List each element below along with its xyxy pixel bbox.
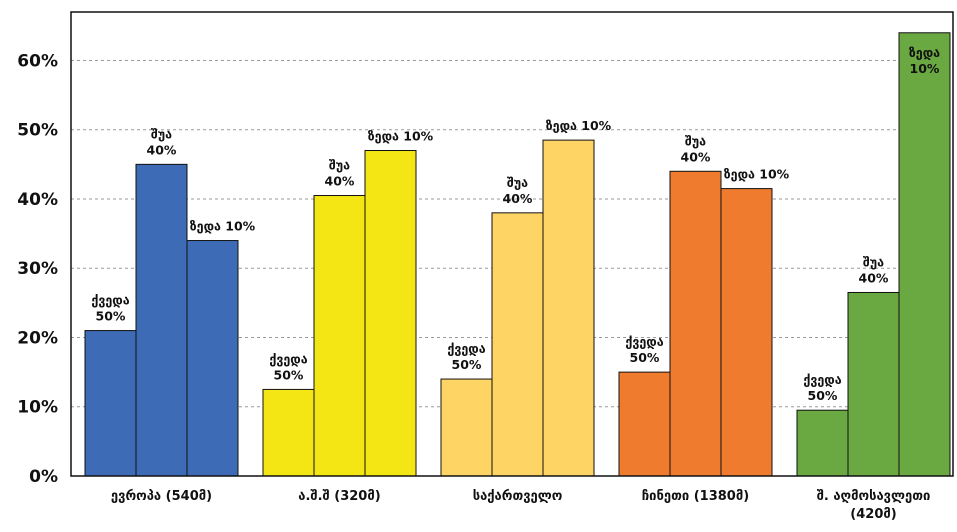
bar-label: ზედა 10% [546,118,612,133]
bar-label: ზედა 10% [190,219,256,234]
bar [720,188,773,477]
bar [262,388,315,477]
bar-label: 50% [808,388,838,403]
bar-label: შუა [685,133,706,148]
category-label: (420მ) [850,507,896,522]
category-label: ა.შ.შ (320მ) [298,489,380,504]
bar-label: 50% [274,367,304,382]
bar-label: შუა [507,175,528,190]
bar-label: ქვედა [803,372,841,387]
bar-label: 50% [452,357,482,372]
bar-label: ქვედა [447,341,485,356]
bar [796,409,849,477]
bar-label: ზედა [909,45,940,60]
bar-label: ქვედა [625,334,663,349]
bar-label: ქვედა [91,293,129,308]
bar [186,240,239,477]
bar [135,163,188,477]
bar [847,291,900,477]
y-tick-label: 30% [17,259,58,279]
category-label: ჩინეთი (1380მ) [642,489,749,504]
y-tick-label: 60% [17,51,58,71]
y-tick-label: 0% [29,467,58,487]
bar-label: შუა [151,126,172,141]
bar [669,170,722,477]
bar [313,195,366,477]
bar-label: ზედა 10% [724,167,790,182]
y-tick-label: 20% [17,328,58,348]
bar [618,371,671,477]
bar-label: შუა [329,158,350,173]
y-tick-label: 40% [17,190,58,210]
bar [542,139,595,477]
bar-label: 50% [96,309,126,324]
bar-label: 50% [630,350,660,365]
category-label: საქართველო [473,489,563,504]
bar-label: 40% [859,270,889,285]
bar-label: 40% [503,191,533,206]
plot-frame [70,11,954,477]
bar-label: 40% [325,174,355,189]
bar [364,150,417,477]
bar-label: 40% [147,142,177,157]
bar [440,378,493,477]
bar [84,330,137,477]
bar-label: 40% [681,149,711,164]
bar-label: ზედა 10% [368,129,434,144]
bar [898,32,951,477]
category-label: შ. აღმოსავლეთი [817,489,931,504]
bar-label: შუა [863,254,884,269]
bar-label: 10% [910,61,940,76]
y-tick-label: 50% [17,121,58,141]
bar [491,212,544,477]
category-label: ევროპა (540მ) [111,489,212,504]
bar-label: ქვედა [269,351,307,366]
y-tick-label: 10% [17,398,58,418]
